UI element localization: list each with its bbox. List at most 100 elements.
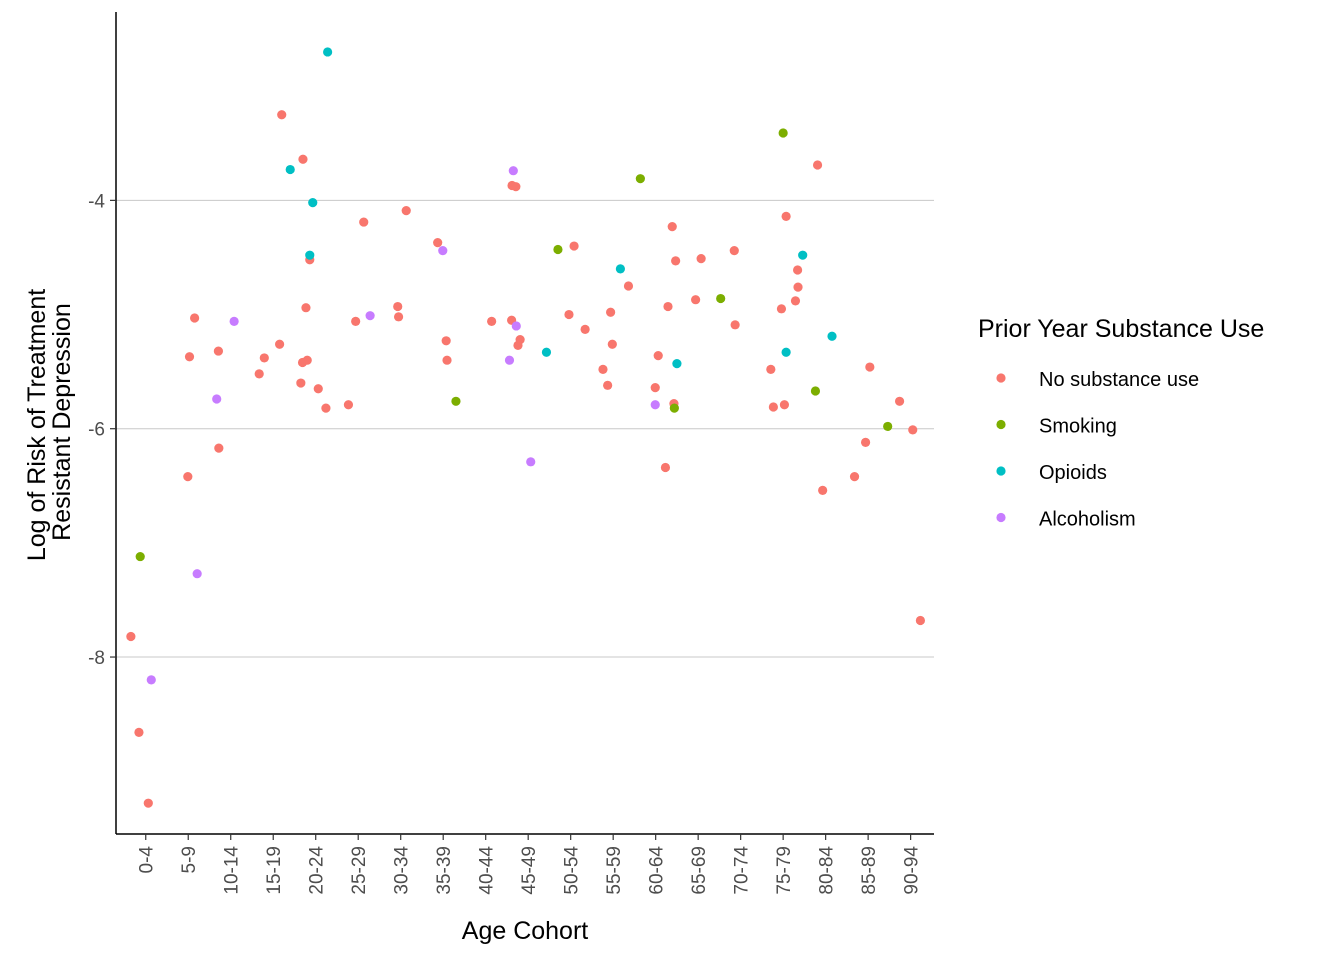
data-point: [305, 250, 315, 260]
data-point: [365, 311, 375, 321]
x-tick-label: 50-54: [562, 846, 583, 895]
data-point: [827, 331, 837, 341]
data-point: [908, 425, 918, 435]
series-alcoholism: [146, 166, 660, 685]
y-tick-label: -4: [88, 191, 105, 212]
data-point: [598, 364, 608, 374]
data-point: [915, 615, 926, 626]
data-point: [865, 362, 875, 372]
data-point: [541, 347, 552, 357]
data-point: [580, 324, 590, 334]
data-point: [650, 400, 660, 410]
data-point: [487, 316, 497, 326]
x-tick-label: 65-69: [689, 846, 710, 895]
data-point: [781, 211, 791, 221]
data-point: [569, 241, 579, 251]
legend-label: Opioids: [1039, 462, 1107, 484]
data-point: [553, 244, 563, 255]
data-point: [883, 421, 893, 432]
x-axis-title: Age Cohort: [462, 917, 589, 945]
y-axis-title: Log of Risk of Treatment Resistant Depre…: [23, 289, 76, 561]
legend-item: Alcoholism: [996, 509, 1136, 531]
data-point: [126, 631, 136, 642]
data-point: [663, 301, 673, 312]
data-point: [213, 346, 224, 356]
data-point: [259, 353, 269, 363]
y-tick-label: -6: [88, 420, 105, 441]
data-point: [212, 394, 222, 404]
axes: [115, 12, 934, 835]
data-point: [285, 164, 295, 175]
x-tick-label: 45-49: [519, 846, 540, 895]
legend-label: Alcoholism: [1039, 509, 1136, 531]
gridlines: [116, 199, 934, 658]
data-point: [526, 457, 536, 467]
data-points: [126, 47, 926, 808]
x-tick-label: 20-24: [307, 846, 328, 895]
data-point: [672, 359, 682, 369]
data-point: [894, 396, 905, 406]
series-smoking: [135, 128, 893, 562]
data-point: [691, 295, 701, 305]
data-point: [564, 309, 574, 320]
x-tick-label: 80-84: [817, 846, 838, 895]
data-point: [818, 485, 828, 495]
legend-swatch: [996, 419, 1006, 430]
x-tick-label: 55-59: [604, 846, 625, 895]
data-point: [146, 675, 156, 685]
data-point: [730, 320, 740, 330]
data-point: [296, 378, 306, 388]
y-ticks: -8 -6 -4: [88, 191, 116, 669]
data-point: [812, 160, 823, 170]
x-tick-label: 25-29: [349, 846, 370, 895]
data-point: [301, 303, 311, 313]
x-tick-label: 30-34: [392, 846, 413, 895]
x-tick-label: 60-64: [647, 846, 668, 895]
legend: Prior Year Substance Use No substance us…: [978, 315, 1264, 531]
data-point: [515, 335, 525, 345]
data-point: [433, 238, 443, 248]
data-point: [660, 462, 671, 473]
x-tick-label: 75-79: [774, 846, 795, 895]
x-ticks: 0-4 5-9 10-14 15-19 20-24 25-29 30-34 35-39 40-4…: [137, 834, 923, 895]
data-point: [779, 400, 790, 410]
data-point: [849, 472, 860, 482]
data-point: [183, 472, 193, 482]
legend-label: No substance use: [1039, 369, 1199, 391]
y-tick-label: -8: [88, 648, 105, 669]
data-point: [511, 182, 521, 192]
data-point: [298, 154, 308, 164]
data-point: [441, 336, 451, 346]
x-tick-label: 15-19: [264, 846, 285, 895]
data-point: [135, 551, 145, 562]
data-point: [508, 166, 518, 176]
data-point: [184, 352, 195, 362]
data-point: [790, 296, 801, 306]
data-point: [214, 443, 224, 453]
legend-swatch: [996, 373, 1006, 383]
x-tick-label: 0-4: [137, 846, 158, 874]
data-point: [603, 380, 613, 390]
x-tick-label: 85-89: [859, 846, 880, 895]
data-point: [653, 351, 663, 361]
x-tick-label: 40-44: [477, 846, 498, 895]
data-point: [635, 174, 645, 184]
legend-item: No substance use: [996, 369, 1199, 391]
legend-swatch: [996, 466, 1006, 476]
data-point: [229, 316, 239, 326]
x-tick-label: 35-39: [434, 846, 455, 895]
data-point: [810, 386, 821, 396]
data-point: [321, 403, 331, 413]
data-point: [766, 364, 776, 374]
data-point: [143, 798, 153, 808]
series-no-substance-use: [126, 110, 926, 808]
data-point: [302, 355, 312, 365]
legend-label: Smoking: [1039, 416, 1117, 438]
data-point: [359, 217, 369, 227]
data-point: [442, 355, 452, 365]
legend-swatch: [996, 512, 1006, 523]
data-point: [393, 312, 404, 322]
data-point: [351, 316, 361, 326]
data-point: [781, 347, 791, 357]
